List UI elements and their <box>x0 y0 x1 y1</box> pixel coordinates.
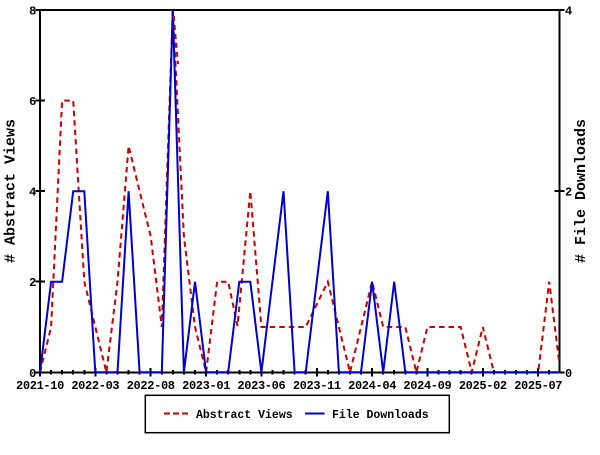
svg-text:4: 4 <box>565 5 572 19</box>
svg-text:2: 2 <box>29 276 36 290</box>
svg-text:2: 2 <box>565 186 572 200</box>
svg-text:2021-10: 2021-10 <box>16 379 64 393</box>
svg-text:# Abstract Views: # Abstract Views <box>3 119 20 263</box>
svg-text:# File Downloads: # File Downloads <box>573 119 590 263</box>
svg-text:2023-11: 2023-11 <box>293 379 341 393</box>
svg-text:File Downloads: File Downloads <box>332 409 429 422</box>
svg-text:0: 0 <box>29 367 36 381</box>
svg-text:2025-07: 2025-07 <box>514 379 562 393</box>
svg-text:Abstract Views: Abstract Views <box>196 409 293 422</box>
svg-text:2023-01: 2023-01 <box>182 379 230 393</box>
svg-text:8: 8 <box>29 5 36 19</box>
svg-text:4: 4 <box>29 186 36 200</box>
svg-text:2023-06: 2023-06 <box>237 379 285 393</box>
svg-text:2022-08: 2022-08 <box>127 379 175 393</box>
svg-text:2024-09: 2024-09 <box>403 379 451 393</box>
svg-text:2022-03: 2022-03 <box>71 379 119 393</box>
svg-text:6: 6 <box>29 95 36 109</box>
svg-text:2025-02: 2025-02 <box>459 379 507 393</box>
svg-text:0: 0 <box>565 367 572 381</box>
svg-text:2024-04: 2024-04 <box>348 379 396 393</box>
